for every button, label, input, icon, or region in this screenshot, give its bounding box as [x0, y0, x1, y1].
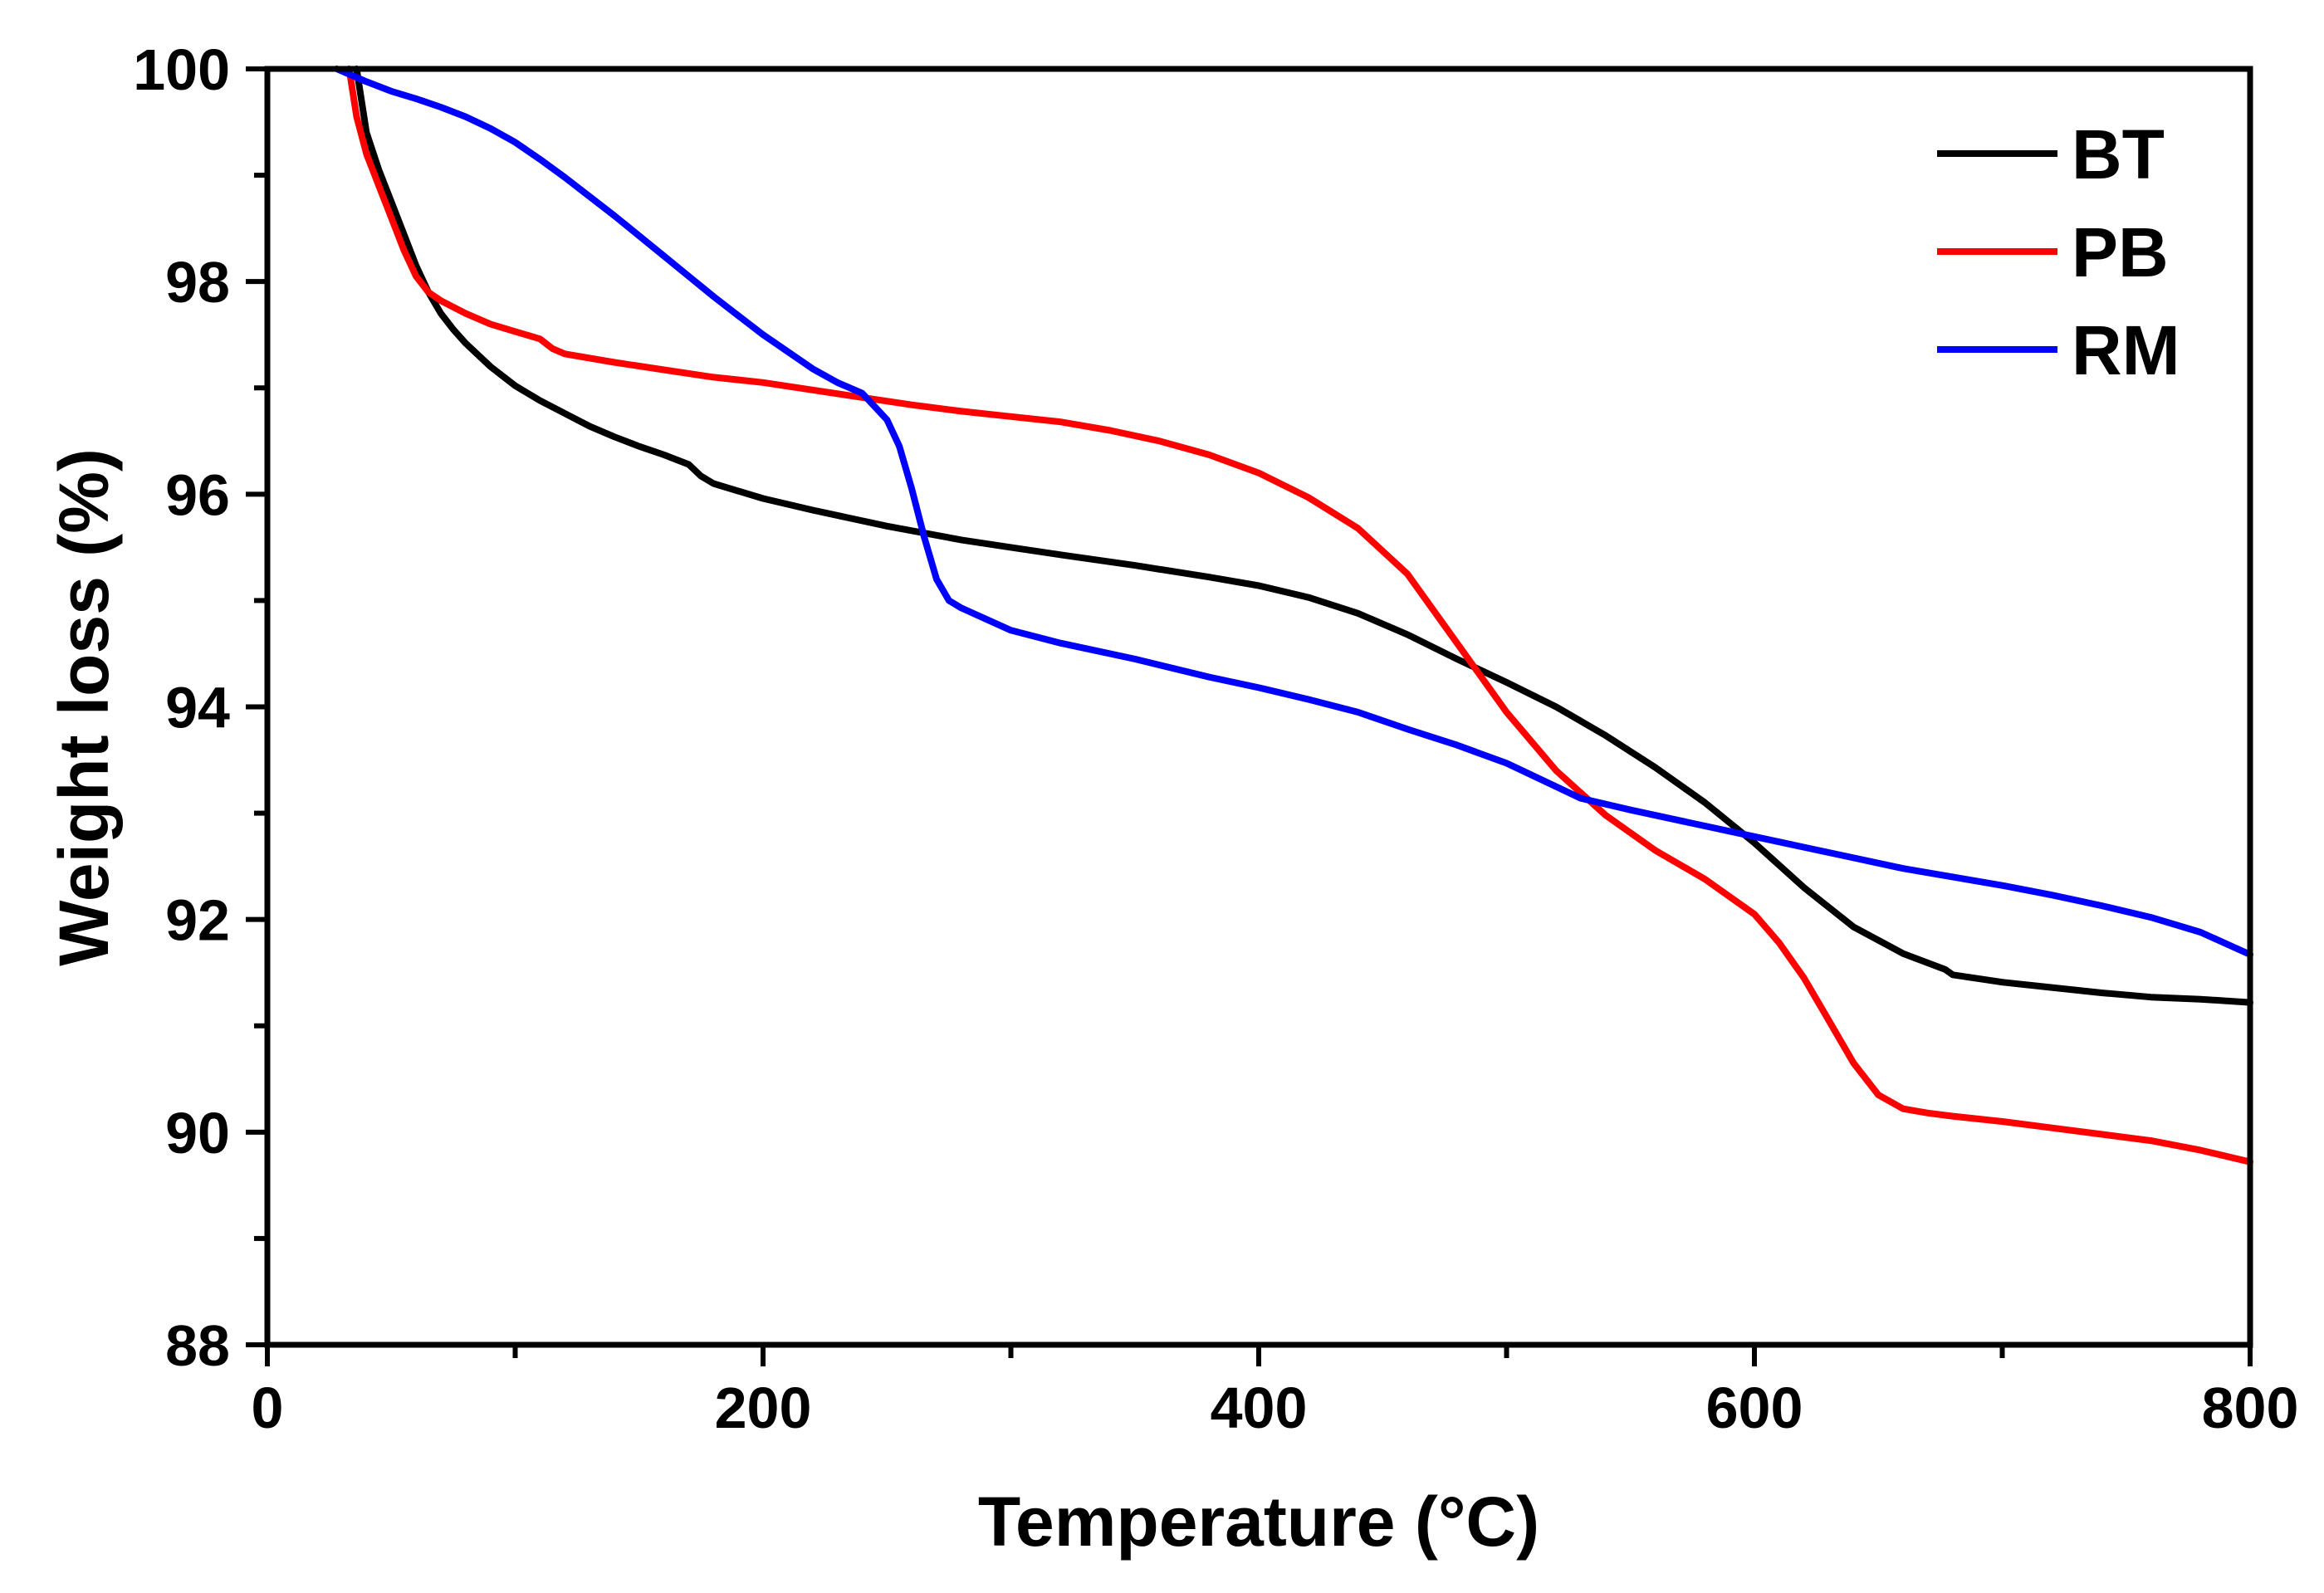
- plot-lines: [333, 66, 2253, 1165]
- y-axis-title: Weight loss (%): [45, 448, 123, 966]
- y-tick-label-98: 98: [165, 250, 230, 315]
- legend-label-bt: BT: [2072, 115, 2165, 193]
- y-tick-label-94: 94: [165, 676, 230, 740]
- plot-frame: [264, 66, 2253, 1348]
- x-tick-label-800: 800: [2202, 1376, 2299, 1440]
- x-tick-label-200: 200: [715, 1376, 812, 1440]
- x-tick-label-400: 400: [1211, 1376, 1308, 1440]
- x-axis-ticks: 0 200 400 600 800: [252, 1345, 2299, 1440]
- y-tick-label-92: 92: [165, 888, 230, 953]
- y-axis-ticks: 88 90 92 94 96 98 100: [133, 37, 267, 1378]
- legend-label-pb: PB: [2072, 213, 2169, 291]
- series-line-bt: [353, 66, 2253, 1006]
- y-tick-label-100: 100: [133, 37, 230, 102]
- x-tick-label-0: 0: [252, 1376, 284, 1440]
- series-line-pb: [345, 66, 2253, 1165]
- y-tick-label-96: 96: [165, 462, 230, 527]
- y-tick-label-88: 88: [165, 1313, 230, 1378]
- x-axis-title: Temperature (°C): [978, 1483, 1539, 1561]
- y-tick-label-90: 90: [165, 1101, 230, 1165]
- x-tick-label-600: 600: [1706, 1376, 1803, 1440]
- legend: BT PB RM: [1937, 115, 2180, 389]
- legend-label-rm: RM: [2072, 311, 2180, 389]
- series-line-rm: [333, 66, 2253, 958]
